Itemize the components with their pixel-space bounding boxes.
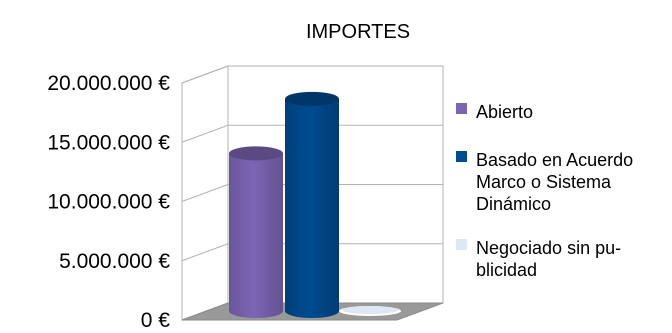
y-tick-label: 15.000.000 € [47, 131, 170, 154]
gridline-side [181, 65, 229, 84]
y-tick-label: 10.000.000 € [47, 191, 170, 214]
y-tick-label: 0 € [141, 309, 171, 332]
gridline-side [181, 184, 229, 202]
y-tick-label: 5.000.000 € [59, 250, 170, 273]
bar-body [229, 153, 283, 318]
legend-swatch [456, 239, 467, 250]
bars [229, 91, 401, 318]
legend-label: blicidad [476, 260, 537, 280]
bar-top [342, 306, 398, 314]
legend-label: Abierto [476, 102, 533, 122]
legend-swatch [456, 103, 467, 114]
bar-top [285, 91, 339, 106]
bar-top [229, 146, 283, 161]
legend-swatch [456, 151, 467, 162]
y-axis: 0 € 5.000.000 € 10.000.000 € 15.000.000 € 20… [47, 72, 170, 332]
gridline-side [181, 124, 229, 143]
bar-2 [285, 91, 339, 318]
y-tick-label: 20.000.000 € [47, 72, 170, 95]
chart-title: IMPORTES [306, 21, 410, 43]
legend-label: Dinámico [476, 194, 551, 214]
gridline-side [181, 243, 229, 262]
bar-1 [229, 146, 283, 318]
bar-body [285, 98, 339, 318]
legend-label: Basado en Acuerdo [476, 150, 633, 170]
bar-3 [339, 306, 401, 316]
legend-label: Negociado sin pu- [476, 238, 621, 258]
legend-label: Marco o Sistema [476, 172, 612, 192]
